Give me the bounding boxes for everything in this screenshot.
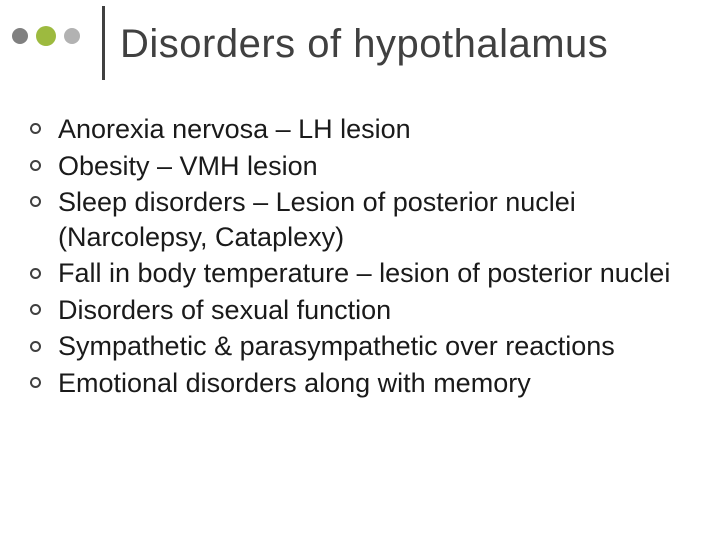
bullet-ring-icon [30,123,41,134]
list-item: Obesity – VMH lesion [26,149,690,184]
header-decoration [12,26,80,46]
bullet-ring-icon [30,160,41,171]
list-item: Disorders of sexual function [26,293,690,328]
list-item: Emotional disorders along with memory [26,366,690,401]
bullet-text: Disorders of sexual function [58,295,391,325]
list-item: Sleep disorders – Lesion of posterior nu… [26,185,690,254]
bullet-text: Fall in body temperature – lesion of pos… [58,258,670,288]
slide: Disorders of hypothalamus Anorexia nervo… [0,0,720,540]
slide-title: Disorders of hypothalamus [120,22,608,67]
bullet-ring-icon [30,268,41,279]
bullet-text: Sympathetic & parasympathetic over react… [58,331,615,361]
bullet-ring-icon [30,196,41,207]
list-item: Anorexia nervosa – LH lesion [26,112,690,147]
bullet-text: Anorexia nervosa – LH lesion [58,114,411,144]
bullet-text: Obesity – VMH lesion [58,151,318,181]
decor-dot-3 [64,28,80,44]
bullet-ring-icon [30,377,41,388]
bullet-ring-icon [30,341,41,352]
bullet-ring-icon [30,304,41,315]
decor-vertical-line [102,6,105,80]
decor-dot-1 [12,28,28,44]
slide-body: Anorexia nervosa – LH lesion Obesity – V… [26,112,690,402]
list-item: Sympathetic & parasympathetic over react… [26,329,690,364]
decor-dot-2 [36,26,56,46]
bullet-list: Anorexia nervosa – LH lesion Obesity – V… [26,112,690,400]
bullet-text: Sleep disorders – Lesion of posterior nu… [58,187,576,252]
bullet-text: Emotional disorders along with memory [58,368,531,398]
list-item: Fall in body temperature – lesion of pos… [26,256,690,291]
